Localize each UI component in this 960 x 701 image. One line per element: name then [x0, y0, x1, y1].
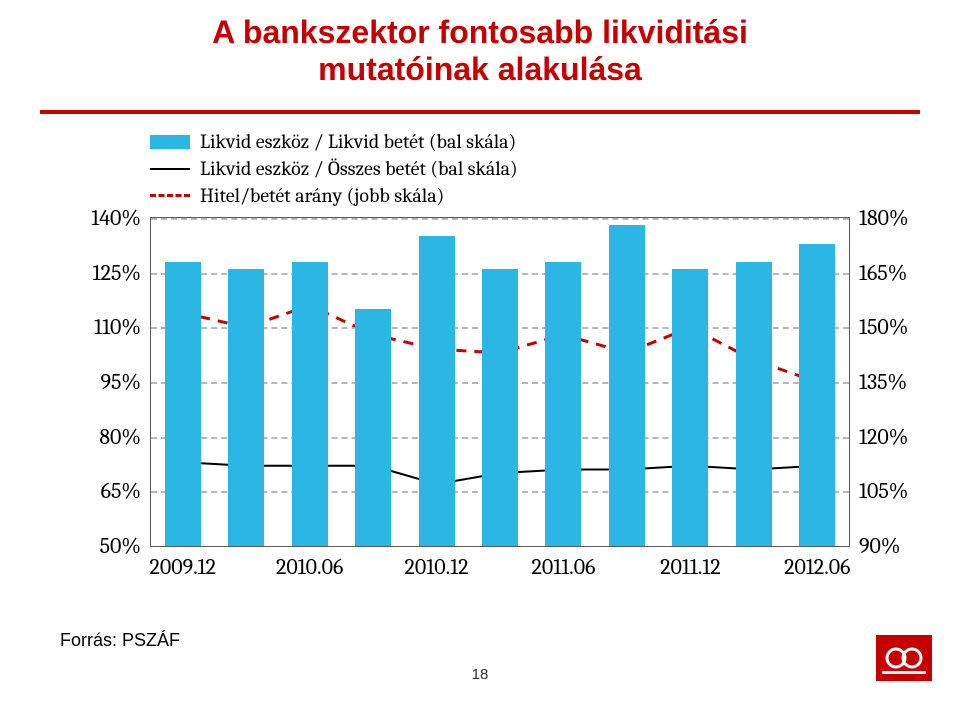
legend: Likvid eszköz / Likvid betét (bal skála)… [150, 130, 890, 207]
source-label: Forrás: PSZÁF [60, 630, 180, 651]
bar [292, 262, 328, 546]
y-left-tick: 95% [100, 369, 151, 395]
legend-item-dash: Hitel/betét arány (jobb skála) [150, 184, 890, 207]
legend-label-bar: Likvid eszköz / Likvid betét (bal skála) [200, 130, 516, 153]
brand-logo [876, 635, 932, 681]
y-left-tick: 80% [99, 424, 151, 450]
bar [228, 269, 264, 546]
slide-title: A bankszektor fontosabb likviditási muta… [0, 14, 960, 88]
x-tick-label: 2010.06 [276, 546, 343, 580]
legend-label-dash: Hitel/betét arány (jobb skála) [200, 184, 444, 207]
legend-swatch-line [150, 168, 190, 170]
y-right-tick: 90% [849, 533, 900, 559]
legend-swatch-bar [150, 135, 190, 149]
legend-label-line: Likvid eszköz / Összes betét (bal skála) [200, 157, 518, 180]
bar [165, 262, 201, 546]
plot-region: 50%90%65%105%80%120%95%135%110%150%125%1… [150, 217, 850, 547]
legend-swatch-dash [150, 194, 190, 200]
page-number: 18 [0, 666, 960, 683]
y-left-tick: 110% [94, 314, 151, 340]
chart-area: Likvid eszköz / Likvid betét (bal skála)… [70, 130, 890, 610]
y-left-tick: 65% [101, 478, 151, 504]
bar [545, 262, 581, 546]
y-left-tick: 140% [91, 205, 151, 231]
y-right-tick: 105% [849, 478, 908, 504]
legend-item-line: Likvid eszköz / Összes betét (bal skála) [150, 157, 890, 180]
bar [609, 225, 645, 546]
bar [355, 309, 391, 546]
y-left-tick: 125% [93, 260, 151, 286]
y-right-tick: 165% [849, 260, 907, 286]
legend-item-bar: Likvid eszköz / Likvid betét (bal skála) [150, 130, 890, 153]
gridline [151, 218, 849, 220]
y-right-tick: 120% [849, 424, 908, 450]
y-right-tick: 150% [849, 314, 908, 340]
bar [672, 269, 708, 546]
bar [736, 262, 772, 546]
x-tick-label: 2009.12 [149, 546, 216, 580]
header-divider [40, 110, 920, 114]
title-line-2: mutatóinak alakulása [318, 51, 642, 87]
bar [799, 244, 835, 546]
x-tick-label: 2011.12 [660, 546, 721, 580]
y-right-tick: 180% [849, 205, 909, 231]
bar [419, 236, 455, 546]
title-line-1: A bankszektor fontosabb likviditási [212, 14, 748, 50]
x-tick-label: 2010.12 [405, 546, 469, 580]
y-right-tick: 135% [849, 369, 907, 395]
y-left-tick: 50% [100, 533, 151, 559]
slide: A bankszektor fontosabb likviditási muta… [0, 0, 960, 701]
bar [482, 269, 518, 546]
x-tick-label: 2011.06 [531, 546, 595, 580]
x-tick-label: 2012.06 [784, 546, 850, 580]
